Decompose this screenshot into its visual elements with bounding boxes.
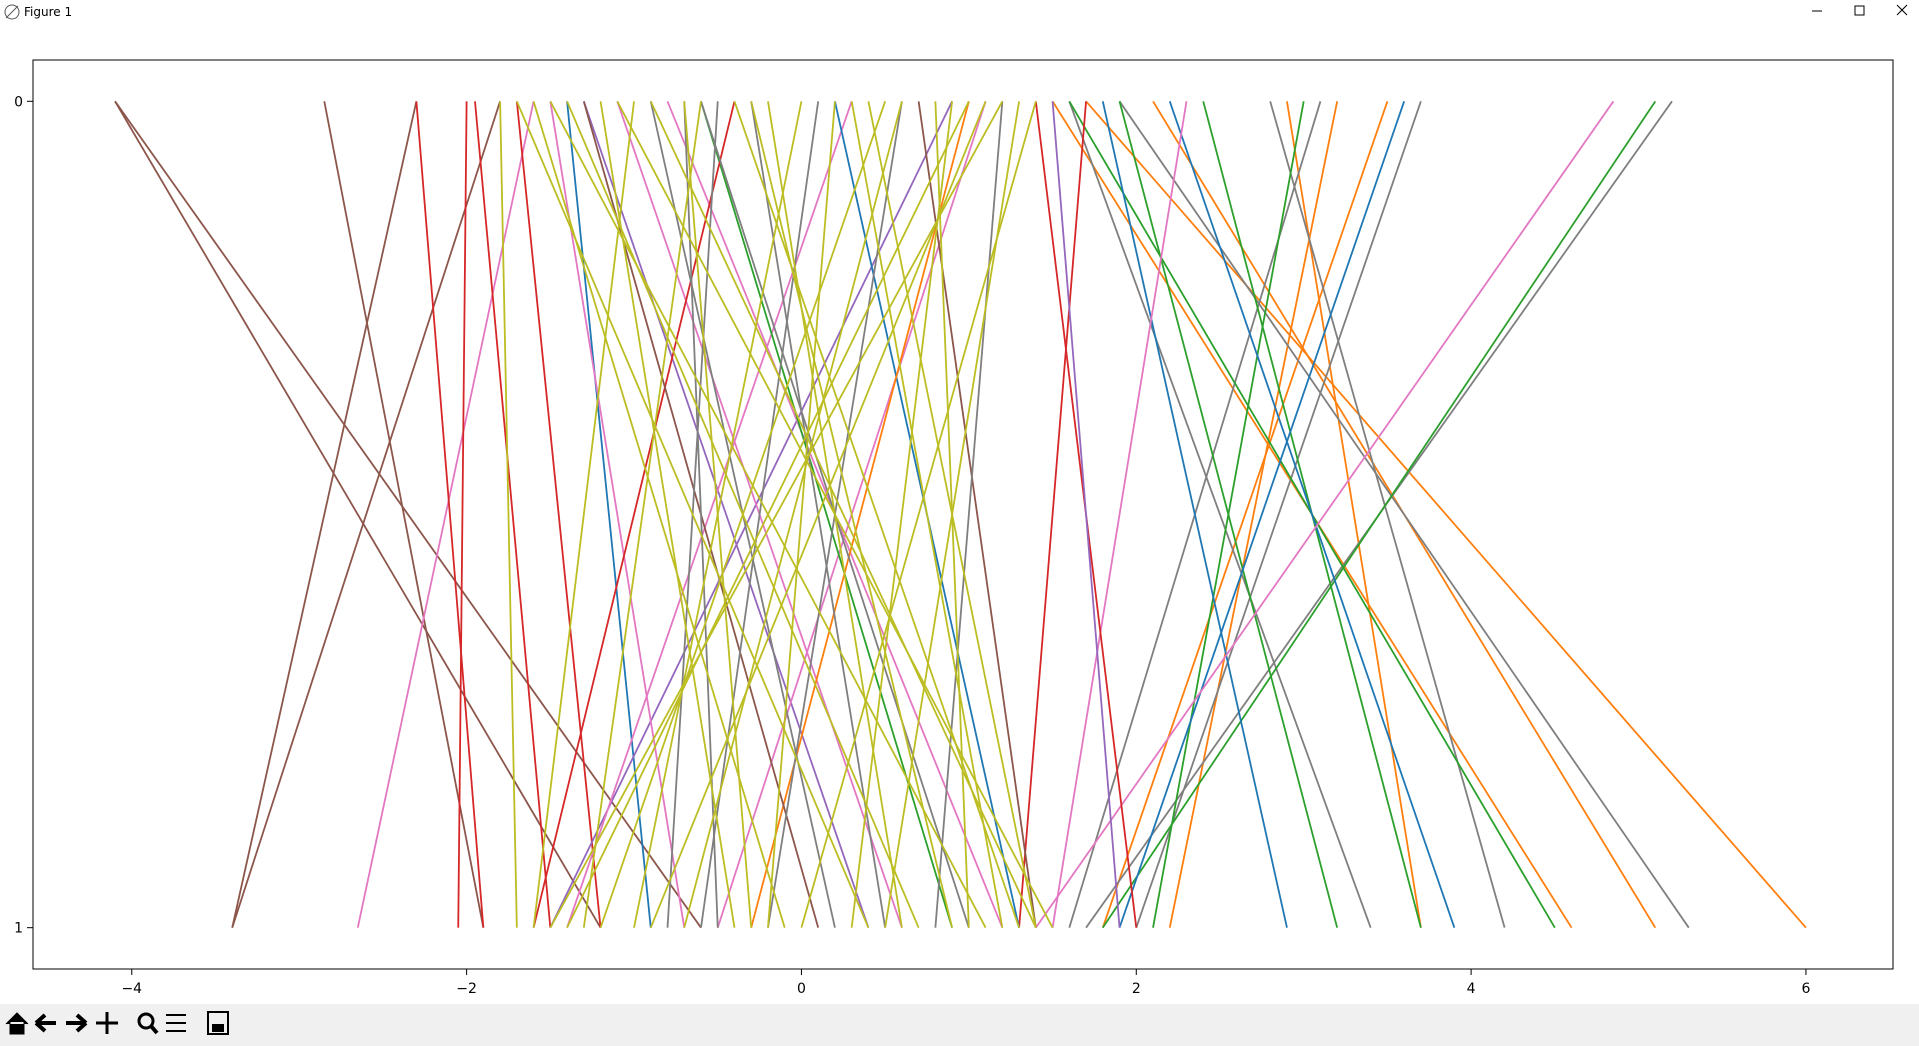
data-line: [1051, 101, 1121, 928]
data-line: [582, 101, 870, 928]
window-controls[interactable]: [1799, 0, 1919, 24]
y-tick-label: 0: [14, 94, 23, 110]
data-line: [867, 101, 1037, 928]
data-line: [566, 101, 853, 928]
x-tick-label: 4: [1467, 981, 1476, 997]
data-line: [683, 101, 753, 928]
data-line: [516, 100, 870, 929]
data-line: [532, 101, 736, 928]
data-line: [1269, 101, 1506, 928]
chart: −4 −2 0 2 4 6 0 1: [14, 59, 1894, 997]
data-line: [532, 101, 635, 928]
data-line: [1101, 101, 1389, 928]
data-line: [767, 101, 836, 928]
data-line: [1085, 100, 1807, 929]
data-line: [800, 101, 1037, 928]
data-line: [356, 101, 535, 928]
data-line: [1168, 101, 1456, 928]
data-line: [582, 101, 702, 928]
data-line: [323, 101, 485, 928]
data-line: [114, 100, 702, 929]
data-line: [917, 101, 1037, 928]
x-tick-label: −2: [456, 981, 477, 997]
data-line: [1102, 100, 1657, 929]
data-line: [474, 101, 552, 928]
y-tick-label: 1: [14, 921, 23, 937]
data-line: [1018, 101, 1087, 928]
data-line: [1118, 101, 1339, 928]
data-line: [231, 101, 418, 928]
data-line: [733, 101, 1020, 928]
x-tick-label: 0: [797, 981, 806, 997]
data-line: [1035, 100, 1615, 929]
data-line: [750, 101, 970, 928]
data-line: [1118, 101, 1405, 928]
data-line: [231, 101, 501, 928]
toolbar-icons[interactable]: [0, 1004, 240, 1042]
data-line: [566, 101, 652, 928]
data-line: [515, 101, 602, 928]
data-line: [616, 100, 1054, 929]
data-line: [850, 101, 954, 928]
x-tick-label: −4: [121, 981, 142, 997]
data-line: [700, 101, 953, 928]
data-line: [934, 101, 1004, 928]
x-tick-label: 2: [1132, 981, 1141, 997]
window-title: Figure 1: [24, 5, 73, 19]
data-line: [499, 101, 518, 928]
app-icon: [4, 4, 20, 20]
data-line: [415, 101, 485, 928]
toolbar: [0, 1004, 1919, 1042]
data-line: [683, 101, 903, 928]
axes-frame: [32, 59, 1894, 970]
data-line: [532, 101, 786, 928]
data-line: [599, 101, 887, 928]
data-line: [566, 100, 970, 929]
data-line: [1135, 101, 1422, 928]
data-line: [114, 100, 602, 929]
data-line: [1286, 101, 1422, 928]
data-line: [750, 101, 953, 928]
data-line: [599, 101, 736, 928]
data-line: [457, 101, 468, 928]
data-line: [850, 101, 1004, 928]
data-line: [1068, 101, 1372, 928]
x-tick-label: 6: [1801, 981, 1810, 997]
data-line: [549, 100, 1004, 929]
data-line: [549, 100, 953, 929]
figure: −4 −2 0 2 4 6 0 1: [0, 24, 1919, 1004]
data-line: [1118, 100, 1690, 929]
data-line: [1051, 101, 1188, 928]
data-line: [649, 100, 987, 929]
data-line: [1101, 101, 1288, 928]
title-bar: Figure 1: [0, 0, 1919, 24]
